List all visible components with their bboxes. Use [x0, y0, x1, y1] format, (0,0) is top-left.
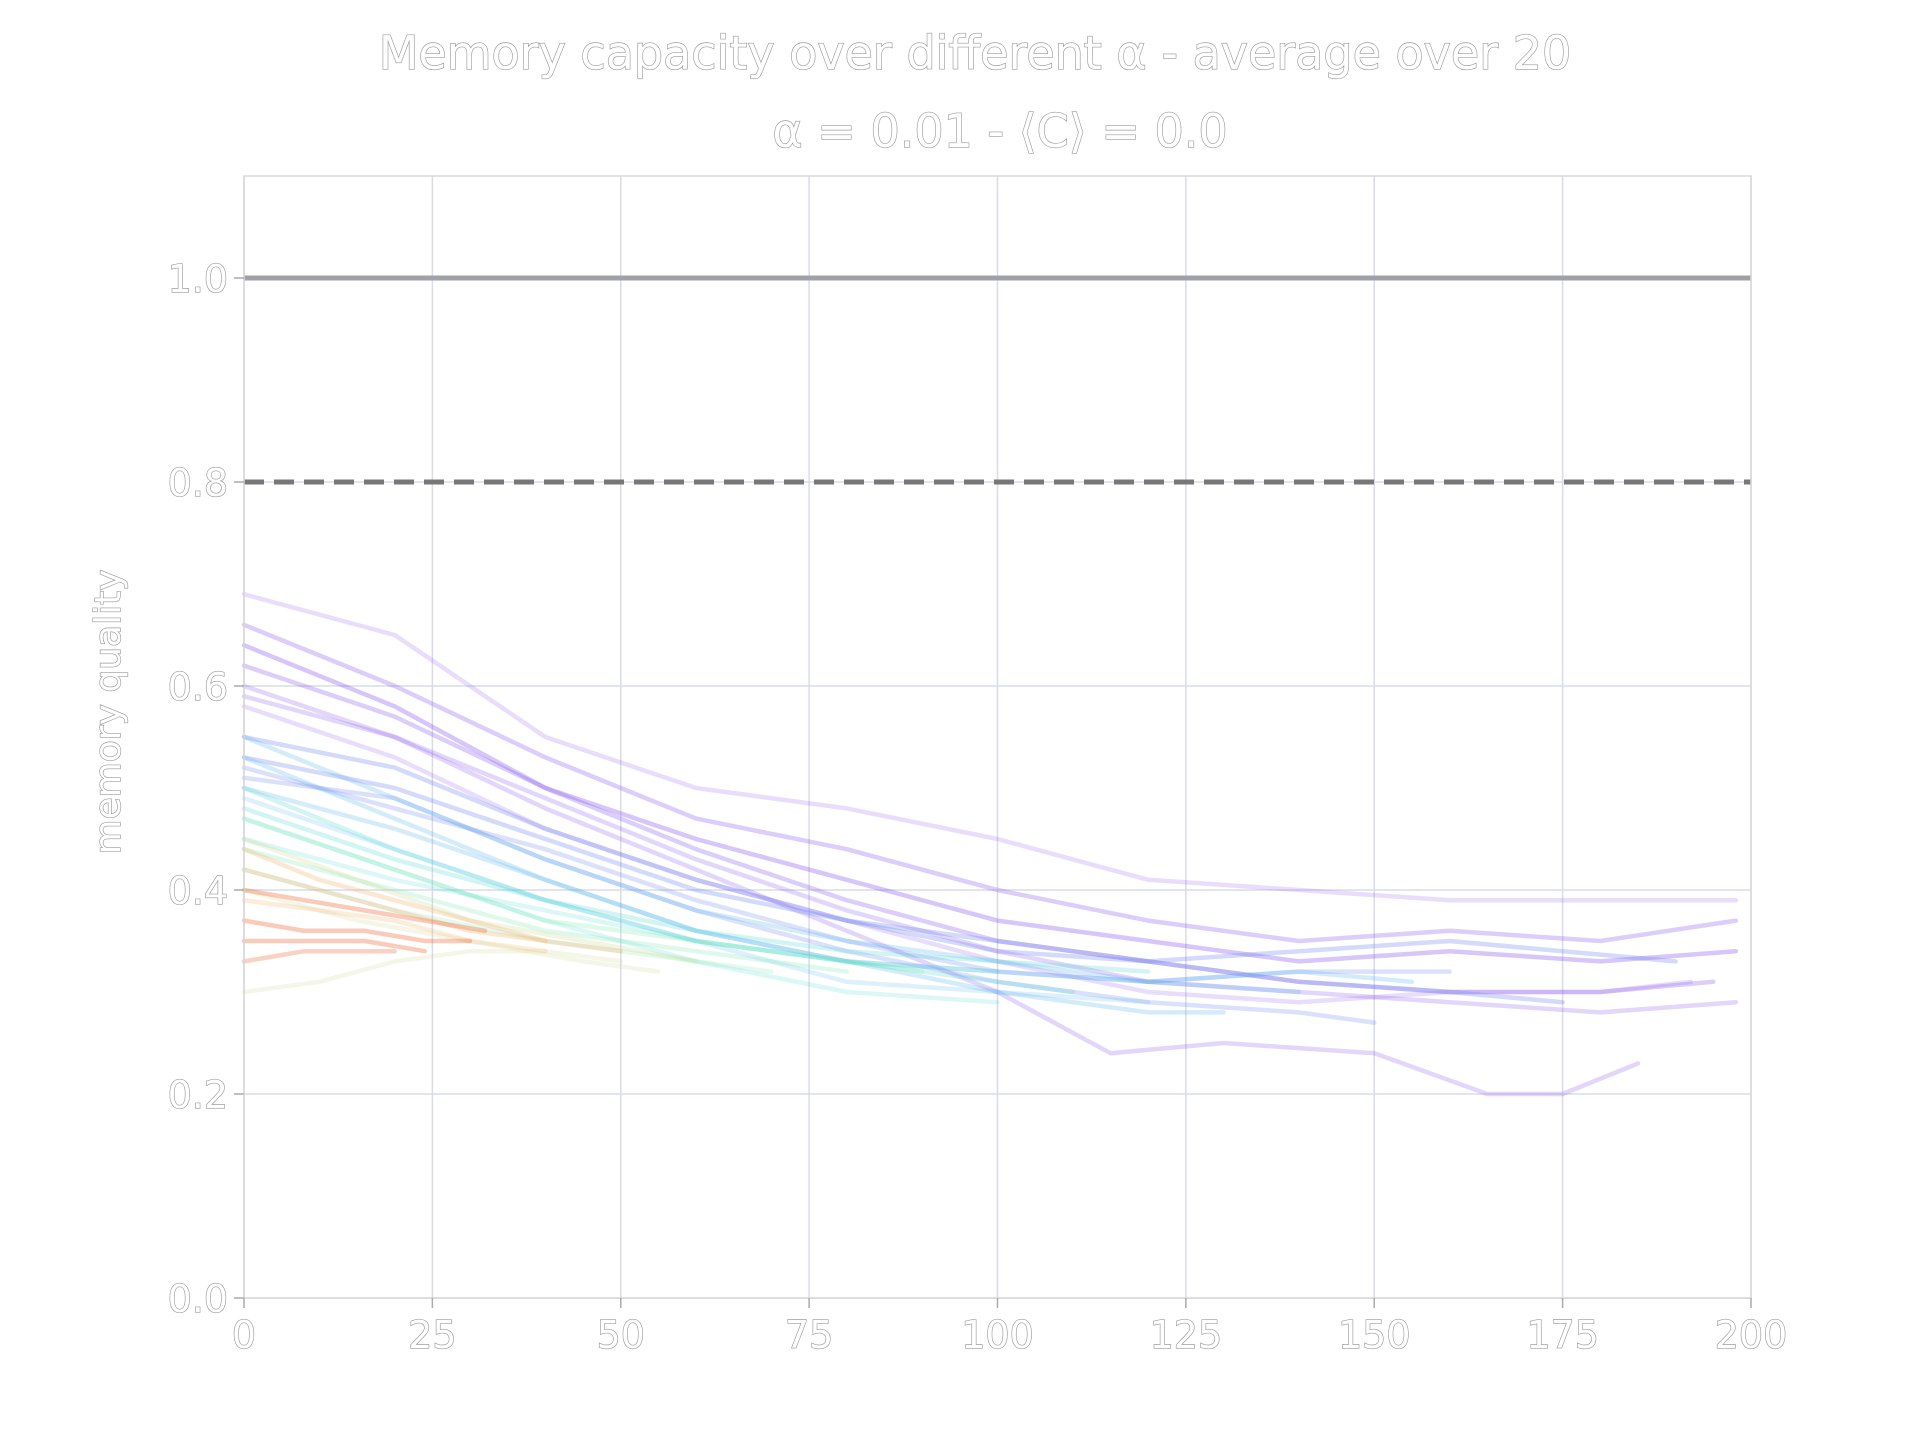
y-tick-label: 0.6 — [168, 665, 228, 709]
series-line-30 — [241, 938, 428, 954]
series-line-24 — [241, 948, 624, 995]
series-line-0 — [241, 591, 1739, 903]
series-line-8 — [241, 755, 1678, 964]
series-line-5 — [241, 693, 1641, 1097]
y-tick-label: 0.4 — [168, 869, 228, 913]
series-line-17 — [241, 816, 1000, 1005]
y-tick-label: 0.0 — [168, 1277, 228, 1321]
x-axis-ticks: 0 25 50 75 100 125 150 175 200 — [231, 1298, 1788, 1358]
x-tick-label: 150 — [1338, 1313, 1411, 1357]
x-tick-label: 75 — [785, 1313, 833, 1357]
x-tick-label: 200 — [1715, 1313, 1788, 1357]
series-line-21 — [241, 867, 774, 974]
series-line-6 — [241, 704, 1693, 1005]
x-tick-label: 25 — [408, 1313, 456, 1357]
series-line-27 — [241, 897, 548, 954]
y-axis-ticks: 0.0 0.2 0.4 0.6 0.8 1.0 — [167, 256, 244, 1322]
grid-lines — [243, 176, 1752, 1299]
series-line-12 — [241, 755, 1415, 985]
x-tick-label: 125 — [1150, 1313, 1223, 1357]
series-line-15 — [241, 785, 1151, 974]
y-tick-label: 1.0 — [168, 257, 228, 301]
series-line-29 — [241, 918, 473, 944]
series-line-31 — [241, 948, 397, 964]
series-line-7 — [241, 734, 1565, 1005]
series-line-9 — [241, 765, 1452, 985]
series-line-28 — [241, 887, 488, 934]
series-line-23 — [241, 887, 661, 974]
reference-lines — [244, 275, 1751, 485]
series-line-1 — [241, 622, 1739, 944]
series-line-18 — [241, 836, 1000, 974]
series-line-14 — [241, 795, 1151, 1005]
series-line-10 — [241, 775, 1377, 1025]
series-line-13 — [241, 785, 1226, 1015]
series-line-22 — [241, 836, 699, 964]
x-tick-label: 100 — [961, 1313, 1034, 1357]
series-line-25 — [241, 846, 624, 954]
series-line-11 — [241, 734, 1302, 995]
series-line-16 — [241, 806, 1076, 995]
y-tick-label: 0.8 — [168, 461, 228, 505]
series-line-3 — [241, 663, 1716, 995]
x-tick-label: 0 — [232, 1313, 256, 1357]
series-lines — [241, 591, 1739, 1097]
y-axis-label: memory quality — [88, 569, 129, 854]
series-line-26 — [241, 867, 548, 944]
series-line-4 — [241, 683, 1739, 1015]
chart-subtitle: α = 0.01 - ⟨C⟩ = 0.0 — [772, 104, 1227, 158]
chart-title: Memory capacity over different α - avera… — [379, 26, 1572, 80]
x-tick-label: 175 — [1526, 1313, 1599, 1357]
series-line-2 — [241, 642, 1739, 964]
x-tick-label: 50 — [597, 1313, 645, 1357]
series-line-19 — [241, 816, 925, 974]
series-line-20 — [241, 846, 850, 974]
y-tick-label: 0.2 — [168, 1073, 228, 1117]
